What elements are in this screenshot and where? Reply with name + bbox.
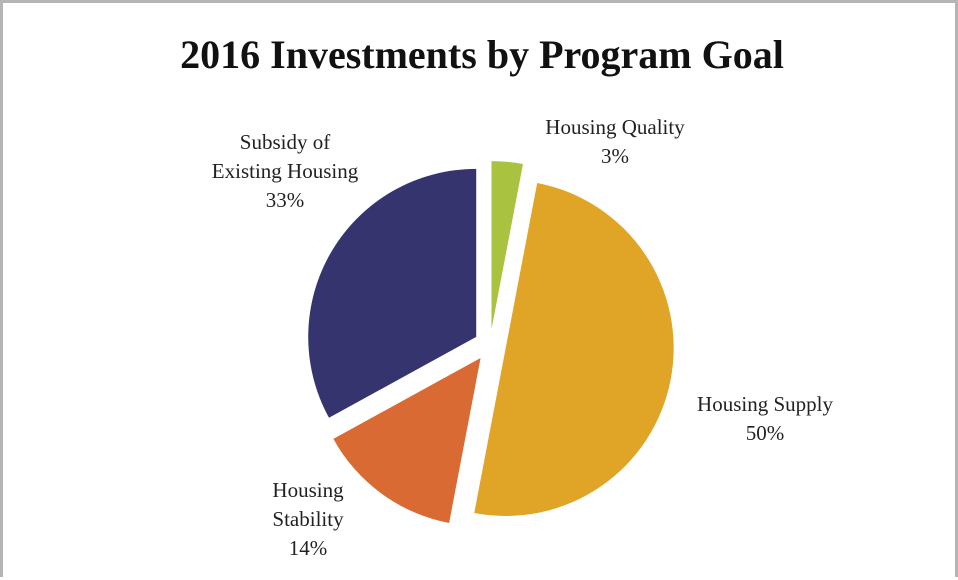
chart-title: 2016 Investments by Program Goal <box>180 32 784 77</box>
slice-value-label: 14% <box>288 536 328 560</box>
pie-slice <box>474 182 674 516</box>
slice-label: Housing Stability <box>272 478 344 531</box>
slice-label: Housing Quality <box>545 115 685 139</box>
pie-slice <box>491 161 523 330</box>
slice-value-label: 3% <box>601 144 629 168</box>
slice-value-label: 50% <box>745 421 785 445</box>
pie-slice <box>333 357 481 523</box>
slice-label: Subsidy of Existing Housing <box>211 130 359 183</box>
slice-value-label: 33% <box>265 188 305 212</box>
pie-slice <box>308 168 477 418</box>
slice-label: Housing Supply <box>697 392 833 416</box>
